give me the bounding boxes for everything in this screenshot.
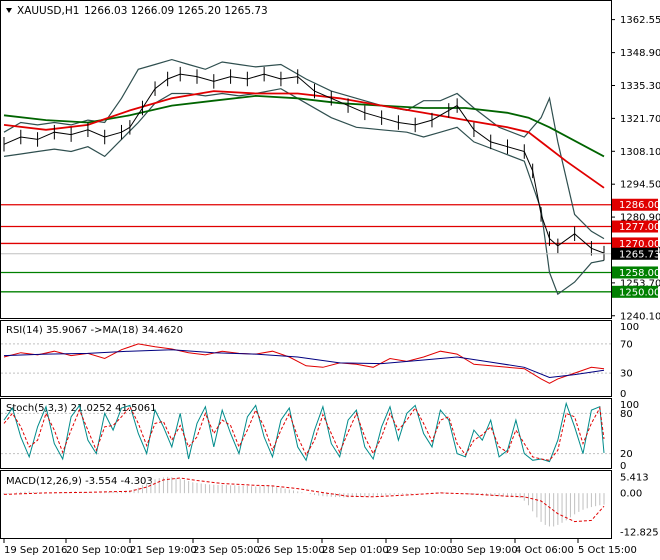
time-tick-label: 21 Sep 19:00 bbox=[130, 545, 197, 556]
level-label: 1258.00 bbox=[619, 268, 660, 279]
macd-panel-frame bbox=[0, 470, 612, 539]
time-tick-label: 5 Oct 15:00 bbox=[578, 545, 637, 556]
time-tick-label: 4 Oct 06:00 bbox=[515, 545, 574, 556]
level-label-bg bbox=[612, 220, 658, 233]
rsi-ma-line bbox=[3, 349, 605, 379]
rsi-title: RSI(14) 35.9067 ->MA(18) 34.4620 bbox=[6, 325, 183, 336]
stoch-tick-label: 0 bbox=[620, 461, 626, 472]
level-label: 1270.00 bbox=[619, 239, 660, 250]
rsi-line bbox=[3, 343, 605, 384]
current-price-label-bg bbox=[612, 247, 658, 260]
level-label-bg bbox=[612, 198, 658, 211]
macd-tick-label: -12.825 bbox=[620, 527, 659, 538]
rsi-panel: RSI(14) 35.9067 ->MA(18) 34.4620 100 70 30… bbox=[0, 320, 639, 400]
level-label: 1277.00 bbox=[619, 222, 660, 233]
time-tick-label: 30 Sep 19:00 bbox=[451, 545, 518, 556]
time-tick-label: 28 Sep 01:00 bbox=[322, 545, 389, 556]
level-label-bg bbox=[612, 266, 658, 279]
macd-tick-label: 0.00 bbox=[620, 489, 642, 500]
price-tick-label: 1335.30 bbox=[620, 81, 660, 92]
price-panel: XAUUSD,H1 1266.03 1266.09 1265.20 1265.7… bbox=[0, 0, 660, 322]
price-tick-label: 1294.50 bbox=[620, 180, 660, 191]
price-tick-label: 1253.70 bbox=[620, 278, 660, 289]
level-label: 1250.00 bbox=[619, 287, 660, 298]
stoch-tick-label: 100 bbox=[620, 400, 639, 411]
time-tick-label: 23 Sep 05:00 bbox=[193, 545, 260, 556]
rsi-tick-label: 30 bbox=[620, 369, 633, 380]
price-tick-label: 1308.10 bbox=[620, 147, 660, 158]
price-tick-label: 1321.70 bbox=[620, 114, 660, 125]
level-label-bg bbox=[612, 237, 658, 250]
level-label-bg bbox=[612, 285, 658, 298]
time-tick-label: 19 Sep 2016 bbox=[4, 545, 67, 556]
symbol-label: XAUUSD,H1 bbox=[17, 5, 79, 17]
price-tick-label: 1280.90 bbox=[620, 213, 660, 224]
current-price-label: 1265.73 bbox=[619, 249, 660, 260]
time-tick-label: 20 Sep 10:00 bbox=[66, 545, 133, 556]
macd-signal-line bbox=[3, 477, 605, 523]
price-tick-label: 1362.55 bbox=[620, 15, 660, 26]
bollinger-lower bbox=[3, 88, 605, 296]
price-tick-label: 1240.10 bbox=[620, 311, 660, 322]
stoch-main-line bbox=[3, 401, 605, 463]
rsi-tick-label: 70 bbox=[620, 339, 633, 350]
price-tick-label: 1348.90 bbox=[620, 48, 660, 59]
quote-values: 1266.03 1266.09 1265.20 1265.73 bbox=[84, 5, 268, 17]
macd-tick-label: 5.413 bbox=[620, 472, 649, 483]
time-tick-label: 26 Sep 15:00 bbox=[258, 545, 325, 556]
price-panel-frame bbox=[0, 0, 612, 319]
stoch-title: Stoch(5,3,3) 21.0252 41.5061 bbox=[6, 403, 157, 414]
rsi-tick-label: 100 bbox=[620, 322, 639, 333]
level-label: 1286.00 bbox=[619, 200, 660, 211]
rsi-tick-label: 0 bbox=[620, 389, 626, 400]
stoch-signal-line bbox=[3, 405, 605, 461]
menu-triangle-icon[interactable] bbox=[6, 8, 12, 13]
time-tick-label: 29 Sep 10:00 bbox=[386, 545, 453, 556]
ma-green-line bbox=[3, 94, 605, 158]
stoch-tick-label: 20 bbox=[620, 449, 633, 460]
macd-title: MACD(12,26,9) -3.554 -4.303 bbox=[6, 476, 153, 487]
stoch-panel-frame bbox=[0, 398, 612, 469]
ma-red-line bbox=[3, 90, 605, 189]
stoch-tick-label: 80 bbox=[620, 409, 633, 420]
macd-panel: MACD(12,26,9) -3.554 -4.303 5.413 0.00 -12… bbox=[0, 470, 659, 539]
